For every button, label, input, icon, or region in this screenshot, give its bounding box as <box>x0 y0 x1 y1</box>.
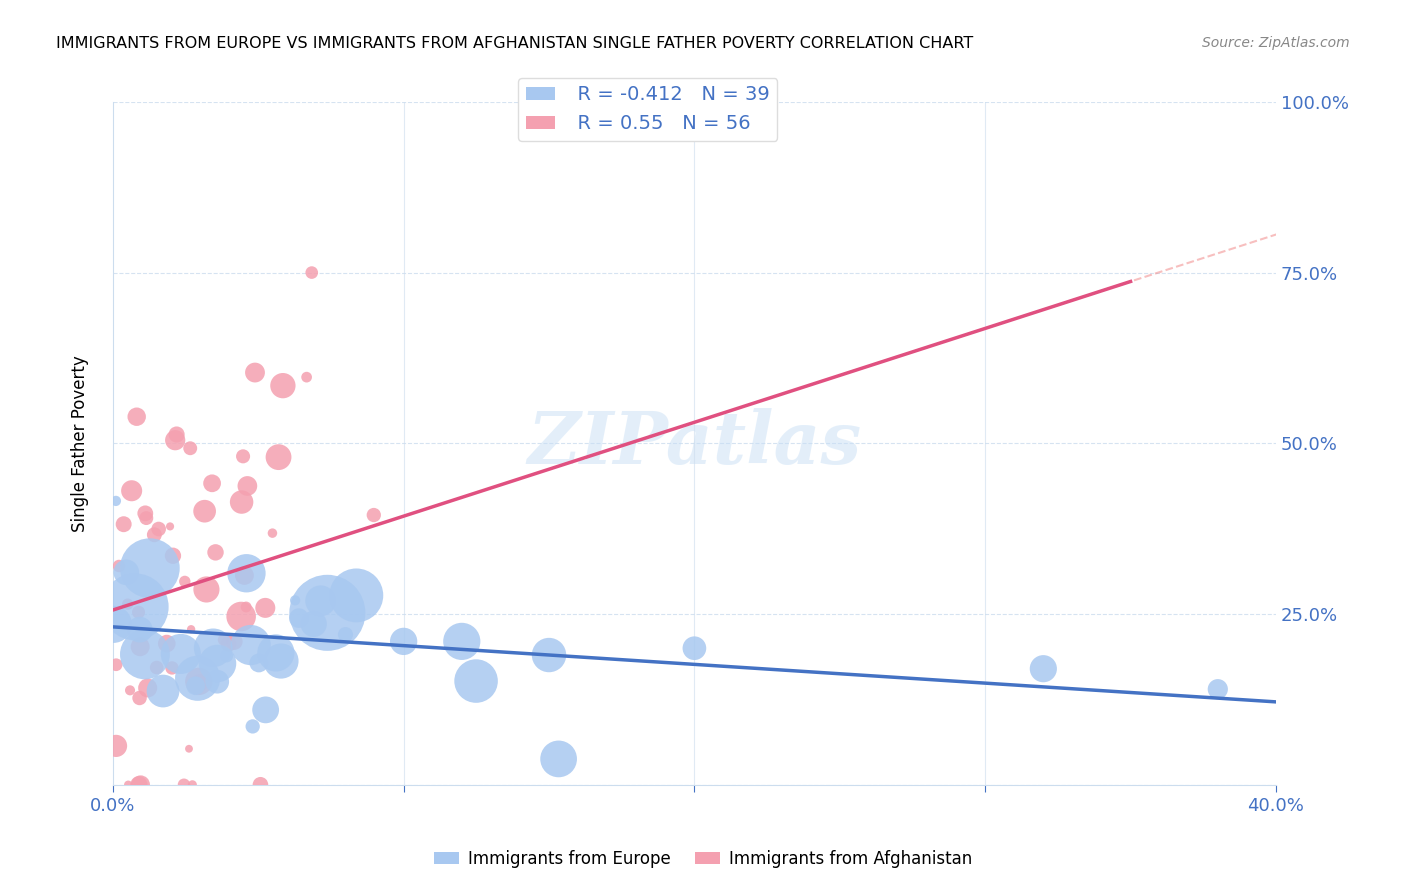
Point <box>207 657 229 671</box>
Point <box>188 675 211 690</box>
Point <box>242 719 264 733</box>
Point <box>139 561 162 575</box>
Point <box>233 568 256 582</box>
Point <box>194 504 217 518</box>
Point <box>204 545 226 559</box>
Point <box>187 671 209 685</box>
Point <box>166 427 188 442</box>
Point <box>284 593 307 607</box>
Point <box>187 674 209 689</box>
Point <box>121 483 143 498</box>
Point <box>392 634 415 648</box>
Point <box>117 597 139 611</box>
Point <box>264 646 287 660</box>
Point <box>145 660 167 674</box>
Point <box>288 611 311 625</box>
Point <box>254 600 277 615</box>
Point <box>124 599 146 614</box>
Point <box>128 690 150 705</box>
Point <box>271 378 294 392</box>
Point <box>170 647 193 661</box>
Point <box>103 617 125 632</box>
Point <box>344 588 367 602</box>
Point <box>683 641 706 656</box>
Point <box>136 681 159 695</box>
Point <box>239 638 262 652</box>
Point <box>117 778 139 792</box>
Point <box>115 566 138 580</box>
Point <box>201 476 224 491</box>
Point <box>235 599 257 614</box>
Point <box>249 778 271 792</box>
Point <box>179 442 201 456</box>
Point <box>316 606 339 620</box>
Point <box>112 517 135 532</box>
Point <box>1206 682 1229 697</box>
Legend:   R = -0.412   N = 39,   R = 0.55   N = 56: R = -0.412 N = 39, R = 0.55 N = 56 <box>519 78 778 141</box>
Point <box>1032 662 1054 676</box>
Point <box>205 674 228 689</box>
Point <box>224 634 246 648</box>
Point <box>159 519 181 533</box>
Point <box>547 752 569 766</box>
Point <box>160 661 183 675</box>
Point <box>129 778 152 792</box>
Point <box>236 479 259 493</box>
Point <box>195 582 218 597</box>
Text: Source: ZipAtlas.com: Source: ZipAtlas.com <box>1202 36 1350 50</box>
Point <box>181 778 204 792</box>
Point <box>202 640 225 655</box>
Y-axis label: Single Father Poverty: Single Father Poverty <box>72 355 89 532</box>
Point <box>301 266 323 280</box>
Point <box>335 627 357 641</box>
Text: ZIPatlas: ZIPatlas <box>527 408 862 479</box>
Point <box>162 549 184 563</box>
Point <box>363 508 385 522</box>
Point <box>134 506 156 520</box>
Point <box>173 574 195 589</box>
Point <box>104 494 127 508</box>
Legend: Immigrants from Europe, Immigrants from Afghanistan: Immigrants from Europe, Immigrants from … <box>427 844 979 875</box>
Point <box>262 526 284 541</box>
Point <box>152 684 174 698</box>
Point <box>309 594 332 608</box>
Point <box>465 674 488 689</box>
Point <box>537 648 560 662</box>
Point <box>243 366 266 380</box>
Point <box>215 648 238 663</box>
Point <box>177 741 200 756</box>
Point <box>270 654 292 668</box>
Point <box>254 703 277 717</box>
Point <box>165 434 187 448</box>
Point <box>143 527 166 541</box>
Point <box>173 778 195 792</box>
Point <box>129 640 152 654</box>
Point <box>295 370 318 384</box>
Point <box>231 495 253 509</box>
Point <box>232 450 254 464</box>
Text: IMMIGRANTS FROM EUROPE VS IMMIGRANTS FROM AFGHANISTAN SINGLE FATHER POVERTY CORR: IMMIGRANTS FROM EUROPE VS IMMIGRANTS FRO… <box>56 36 973 51</box>
Point <box>128 605 150 619</box>
Point <box>184 679 207 693</box>
Point <box>450 634 472 648</box>
Point <box>125 409 148 424</box>
Point <box>302 616 325 631</box>
Point <box>235 566 257 581</box>
Point <box>148 522 170 536</box>
Point <box>128 623 150 637</box>
Point <box>128 778 150 792</box>
Point <box>267 450 290 464</box>
Point <box>217 637 239 651</box>
Point <box>180 622 202 636</box>
Point <box>105 739 128 753</box>
Point <box>135 511 157 525</box>
Point <box>134 648 156 662</box>
Point <box>231 609 253 624</box>
Point <box>247 656 270 670</box>
Point <box>118 683 141 698</box>
Point <box>212 632 235 647</box>
Point <box>105 657 128 672</box>
Point <box>156 636 179 650</box>
Point <box>108 559 131 574</box>
